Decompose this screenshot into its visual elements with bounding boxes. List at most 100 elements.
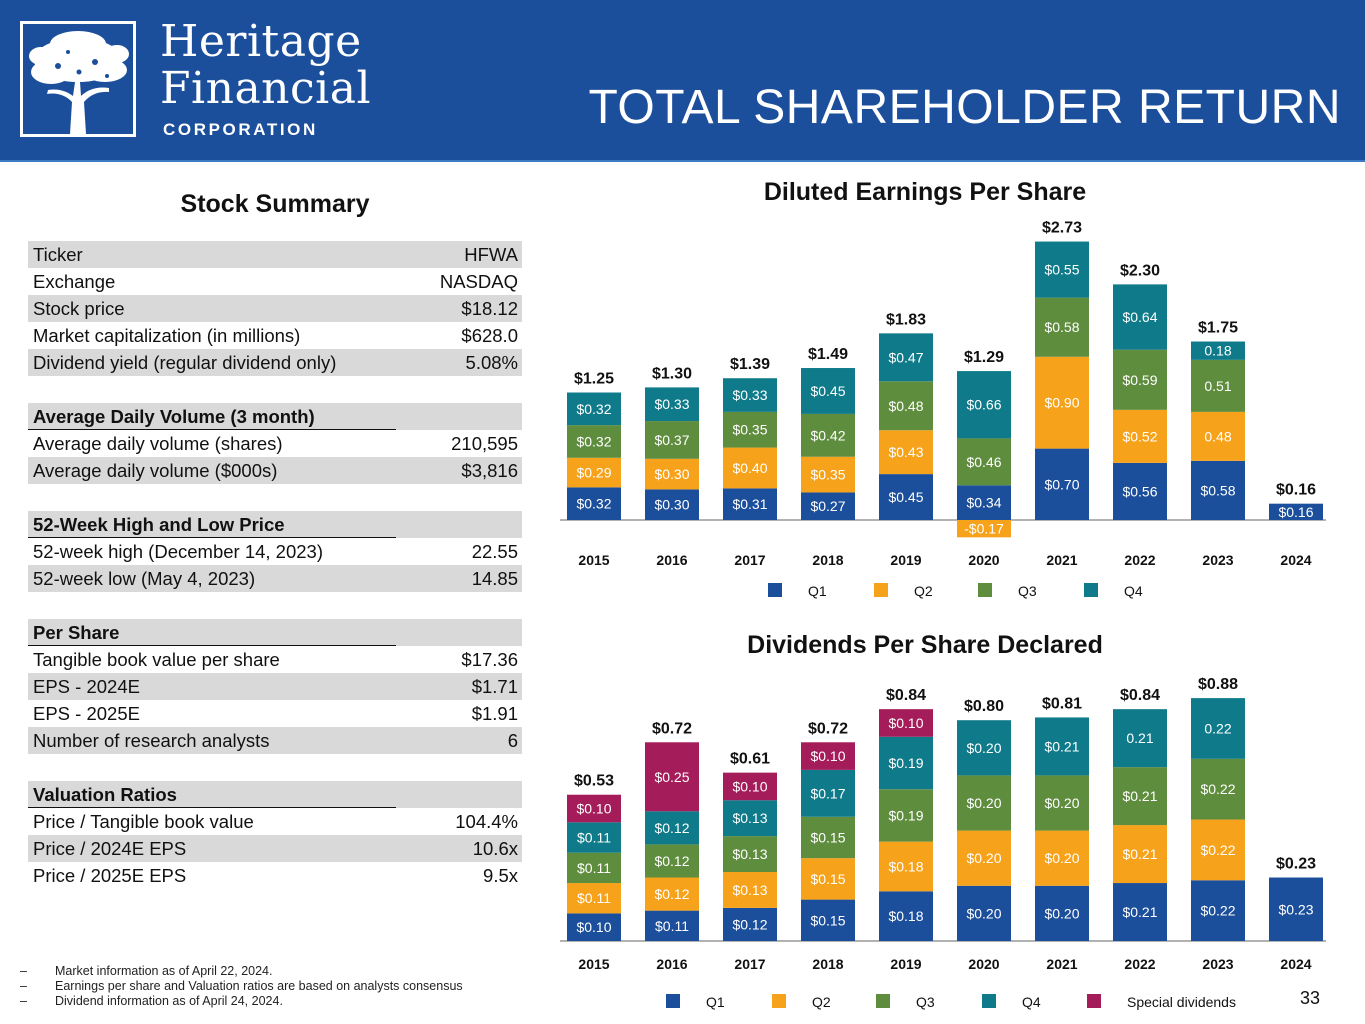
legend-swatch: [1087, 994, 1101, 1008]
data-label: $0.20: [966, 850, 1001, 866]
legend-label: Q2: [914, 583, 933, 599]
total-label: $0.72: [652, 720, 692, 737]
total-label: $1.25: [574, 371, 614, 388]
footnotes: – Market information as of April 22, 2024…: [20, 964, 463, 1009]
bar-segment-q4: [567, 392, 621, 426]
summary-row: Tangible book value per share $17.36: [28, 646, 522, 673]
total-label: $1.49: [808, 346, 848, 363]
summary-spacer: [28, 484, 522, 511]
bar-segment-q4: [801, 368, 855, 414]
bar-segment-q2: [1113, 409, 1167, 463]
data-label: -$0.17: [964, 521, 1004, 537]
bar-segment-q3: [1113, 767, 1167, 826]
bar-segment-q1: [723, 488, 777, 520]
dividends-chart: $0.10 $0.11 $0.11 $0.11 $0.10 $0.53 2015 $0.11 $…: [560, 676, 1326, 1010]
data-label: $0.22: [1200, 903, 1235, 919]
summary-row: Stock price $18.12: [28, 295, 522, 322]
data-label: 0.22: [1204, 720, 1231, 736]
x-tick-label: 2024: [1280, 552, 1311, 568]
legend-swatch: [978, 583, 992, 597]
x-tick-label: 2019: [890, 552, 921, 568]
summary-value: $1.71: [471, 676, 518, 697]
bar-segment-q2: [1191, 819, 1245, 881]
logo-line1: Heritage: [160, 16, 362, 67]
bar-segment-q1: [879, 891, 933, 941]
data-label: $0.10: [810, 748, 845, 764]
summary-value: 6: [507, 730, 518, 751]
data-label: $0.15: [810, 871, 845, 887]
bar-segment-q3: [1191, 359, 1245, 412]
legend-label: Q4: [1022, 994, 1041, 1010]
summary-value: 10.6x: [472, 838, 518, 859]
summary-value: $1.91: [471, 703, 518, 724]
data-label: $0.43: [888, 444, 923, 460]
summary-spacer: [28, 592, 522, 619]
bar-segment-q2: [801, 858, 855, 900]
summary-label: Valuation Ratios: [33, 784, 177, 805]
total-label: $1.75: [1198, 320, 1238, 337]
bar-segment-q3: [645, 421, 699, 459]
summary-value: 9.5x: [483, 865, 518, 886]
x-tick-label: 2023: [1202, 956, 1233, 972]
bar-segment-q1: [957, 485, 1011, 520]
data-label: $0.59: [1122, 372, 1157, 388]
legend-swatch: [874, 583, 888, 597]
data-label: $0.22: [1200, 781, 1235, 797]
bar-segment-q2: [723, 872, 777, 908]
data-label: $0.35: [810, 467, 845, 483]
total-label: $0.84: [886, 687, 926, 704]
summary-row: 52-week high (December 14, 2023) 22.55: [28, 538, 522, 565]
data-label: $0.25: [654, 769, 689, 785]
data-label: $0.35: [732, 422, 767, 438]
data-label: $0.30: [654, 466, 689, 482]
bar-segment-q4: [645, 387, 699, 422]
summary-label: Average daily volume ($000s): [33, 460, 278, 481]
data-label: $0.48: [888, 398, 923, 414]
summary-label: EPS - 2024E: [33, 676, 140, 697]
summary-value: NASDAQ: [439, 271, 518, 292]
data-label: $0.10: [576, 801, 611, 817]
total-label: $1.83: [886, 311, 926, 328]
data-label: $0.46: [966, 454, 1001, 470]
total-label: $1.30: [652, 365, 692, 382]
bar-segment-q1: [879, 474, 933, 520]
logo-wordmark: Heritage Financial: [160, 18, 371, 112]
bar-segment-q1: [1269, 503, 1323, 520]
legend-swatch: [666, 994, 680, 1008]
total-label: $0.61: [730, 751, 770, 768]
data-label: $0.20: [966, 795, 1001, 811]
bar-segment-q4: [957, 371, 1011, 439]
x-tick-label: 2022: [1124, 956, 1155, 972]
page-title: TOTAL SHAREHOLDER RETURN: [588, 81, 1341, 134]
total-label: $0.16: [1276, 482, 1316, 499]
data-label: $0.20: [1044, 795, 1079, 811]
summary-label: Price / 2024E EPS: [33, 838, 187, 859]
bar-segment-q1: [1113, 883, 1167, 941]
legend-swatch: [876, 994, 890, 1008]
x-tick-label: 2017: [734, 956, 765, 972]
bar-segment-q4: [1113, 709, 1167, 768]
data-label: $0.20: [1044, 905, 1079, 921]
summary-label: 52-Week High and Low Price: [33, 514, 285, 535]
data-label: $0.11: [655, 918, 689, 934]
data-label: $0.21: [1122, 846, 1157, 862]
legend-swatch: [772, 994, 786, 1008]
bar-segment-q3: [957, 438, 1011, 486]
bar-segment-q1: [957, 885, 1011, 941]
header-banner: Heritage Financial CORPORATION TOTAL SHA…: [0, 0, 1365, 162]
data-label: $0.19: [888, 807, 923, 823]
summary-label: Price / Tangible book value: [33, 811, 254, 832]
bar-segment-q1: [1191, 460, 1245, 520]
data-label: $0.45: [810, 383, 845, 399]
summary-section-heading: Per Share: [28, 619, 522, 646]
bar-segment-q3: [1035, 775, 1089, 831]
legend-swatch: [982, 994, 996, 1008]
summary-row: Price / Tangible book value 104.4%: [28, 808, 522, 835]
footnote-item: – Dividend information as of April 24, 20…: [20, 994, 283, 1008]
bar-segment-q4: [801, 769, 855, 817]
data-label: $0.10: [576, 919, 611, 935]
bar-segment-q3: [801, 816, 855, 859]
bar-segment-q4: [723, 800, 777, 837]
bar-segment-special-dividends: [645, 742, 699, 812]
data-label: $0.32: [576, 401, 611, 417]
